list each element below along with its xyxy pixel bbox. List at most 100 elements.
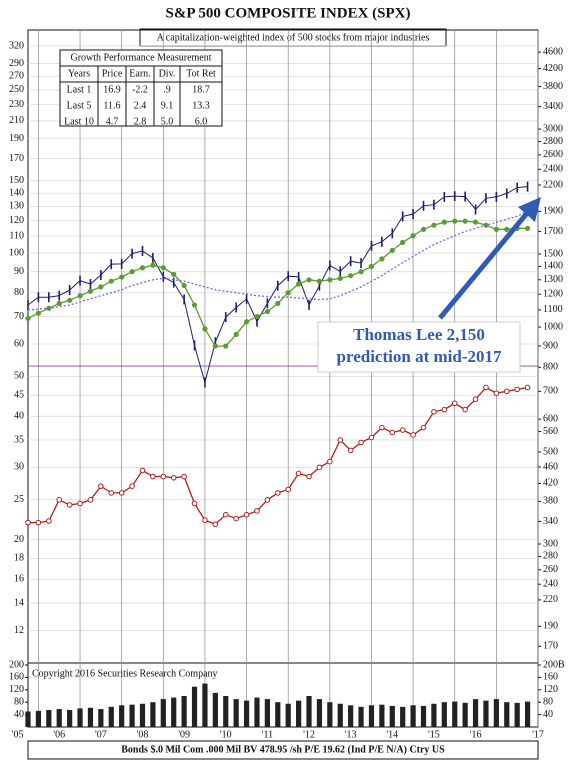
y-tick-label: 290 [9, 58, 24, 69]
x-tick-label: '11 [262, 729, 273, 740]
y2-tick-label: 160 [543, 672, 558, 683]
y-tick-label: 270 [9, 71, 24, 82]
table-cell: 9.1 [161, 100, 174, 111]
point [306, 473, 312, 480]
point [472, 219, 479, 225]
volume-bar [368, 705, 375, 727]
x-tick-label: '07 [95, 729, 107, 740]
x-tick-label: '15 [428, 729, 440, 740]
y-tick-label: 100 [9, 247, 24, 258]
volume-bar [524, 701, 531, 727]
table-cell: Last 1 [67, 84, 92, 95]
y2-tick-label: 80 [543, 696, 553, 707]
table-cell: 16.9 [103, 84, 121, 95]
point [431, 408, 437, 415]
series-line [28, 386, 528, 525]
point [46, 518, 52, 524]
point [420, 424, 427, 431]
table-cell: -2.2 [132, 84, 148, 95]
y-tick-label: 14 [14, 597, 24, 608]
point [275, 300, 281, 307]
volume-bar [119, 705, 125, 727]
y-tick-label: 20 [14, 534, 24, 545]
y-tick-label: 80 [14, 696, 24, 707]
y-tick-label: 110 [9, 230, 24, 241]
y2-tick-label: 300 [543, 538, 558, 549]
point [202, 326, 208, 332]
volume-bar [160, 699, 166, 727]
point [431, 222, 437, 228]
y-tick-label: 45 [14, 390, 24, 401]
point [462, 218, 468, 224]
x-tick-label: '10 [220, 729, 232, 740]
point [181, 282, 187, 289]
table-cell: Last 5 [67, 100, 92, 111]
point [66, 502, 73, 508]
y2-tick-label: 170 [543, 641, 558, 652]
volume-bar [98, 709, 104, 727]
point [233, 515, 239, 522]
y-tick-label: 230 [9, 99, 24, 110]
y2-tick-label: 1100 [543, 304, 563, 315]
y2-tick-label: 600 [543, 413, 558, 424]
arrow-head [518, 197, 541, 222]
point [191, 500, 198, 507]
point [77, 293, 83, 299]
y-tick-label: 120 [9, 215, 24, 226]
point [108, 278, 114, 284]
point [254, 313, 260, 320]
volume-bar [504, 702, 510, 727]
point [254, 508, 260, 514]
point [379, 256, 385, 262]
x-tick-label: '06 [53, 729, 65, 740]
table-cell: 13.3 [192, 100, 210, 111]
volume-bar [441, 702, 447, 727]
point [233, 331, 239, 338]
point [327, 458, 333, 465]
table-header: Div. [159, 68, 176, 79]
y-tick-label: 210 [9, 115, 24, 126]
y2-tick-label: 340 [543, 516, 558, 527]
point [139, 467, 146, 474]
volume-bar [108, 706, 114, 727]
table-frame [59, 49, 223, 127]
y2-tick-label: 1000 [543, 321, 563, 332]
volume-bar [25, 711, 31, 727]
volume-bar [285, 703, 291, 727]
volume-bar [389, 705, 395, 727]
point [150, 473, 156, 480]
point [420, 226, 427, 232]
point [243, 511, 250, 518]
volume-bar [379, 704, 385, 727]
volume-bar [420, 705, 427, 727]
volume-bar [139, 703, 146, 727]
point [524, 225, 531, 231]
volume-bar [77, 708, 83, 727]
x-tick-label: '08 [137, 729, 149, 740]
volume-bar [348, 705, 354, 727]
point [35, 519, 42, 526]
volume-bar [254, 697, 260, 727]
point [98, 284, 104, 290]
volume-bar [264, 699, 270, 727]
point [483, 384, 489, 391]
volume-bar [358, 706, 364, 727]
x-tick-label: '09 [178, 729, 190, 740]
y-tick-label: 12 [14, 625, 24, 636]
point [212, 343, 218, 349]
point [223, 343, 229, 349]
volume-bar [67, 709, 73, 727]
annotation: prediction at mid-2017 [337, 347, 502, 366]
point [296, 281, 302, 287]
subtitle: A capitalization-weighted index of 500 s… [157, 32, 430, 43]
point [348, 273, 354, 279]
point [35, 310, 42, 316]
y-tick-label: 140 [9, 187, 24, 198]
table-cell: 2.8 [134, 116, 147, 127]
performance-table: Growth Performance Measurement Years Pric… [59, 49, 223, 127]
point [399, 427, 406, 433]
point [358, 269, 364, 275]
volume-bar [171, 697, 177, 727]
volume-bar [87, 707, 94, 727]
